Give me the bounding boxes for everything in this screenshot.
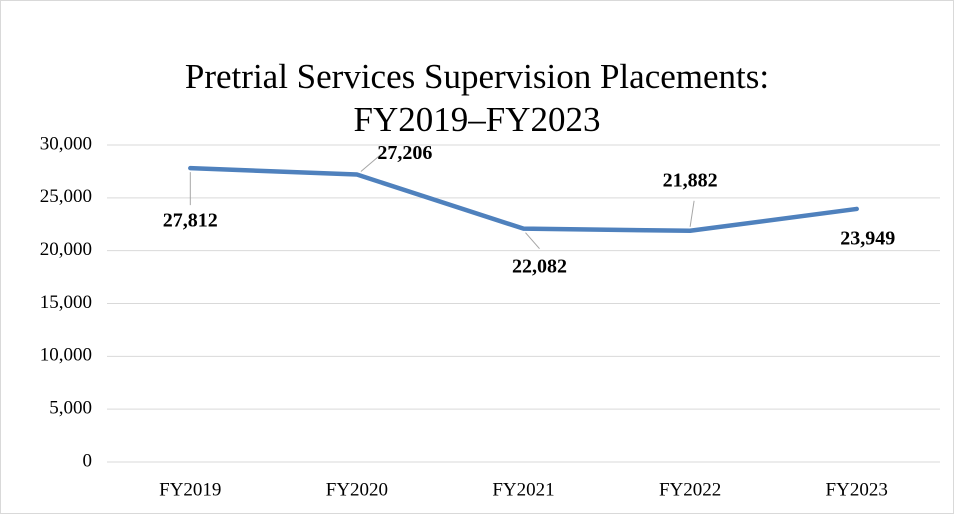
chart-title: FY2019–FY2023: [354, 100, 601, 139]
chart-title: Pretrial Services Supervision Placements…: [185, 57, 769, 96]
y-tick-label: 15,000: [40, 292, 92, 313]
x-tick-label: FY2021: [492, 479, 554, 500]
y-tick-label: 25,000: [40, 186, 92, 207]
x-tick-label: FY2023: [826, 479, 888, 500]
data-line: [188, 165, 859, 234]
y-tick-label: 0: [83, 450, 93, 471]
x-tick-label: FY2019: [159, 479, 221, 500]
x-tick-label: FY2020: [326, 479, 388, 500]
data-label: 21,882: [663, 169, 718, 191]
data-label: 27,812: [163, 210, 218, 232]
x-tick-label: FY2022: [659, 479, 721, 500]
y-tick-label: 30,000: [40, 133, 92, 154]
data-label: 22,082: [512, 255, 567, 277]
leader-line: [525, 232, 540, 249]
leader-line: [689, 200, 695, 227]
data-label: 23,949: [840, 228, 895, 250]
data-label: 27,206: [377, 142, 432, 164]
y-tick-label: 10,000: [40, 345, 92, 366]
y-tick-label: 5,000: [49, 398, 92, 419]
leader-line: [360, 154, 382, 172]
y-tick-label: 20,000: [40, 239, 92, 260]
